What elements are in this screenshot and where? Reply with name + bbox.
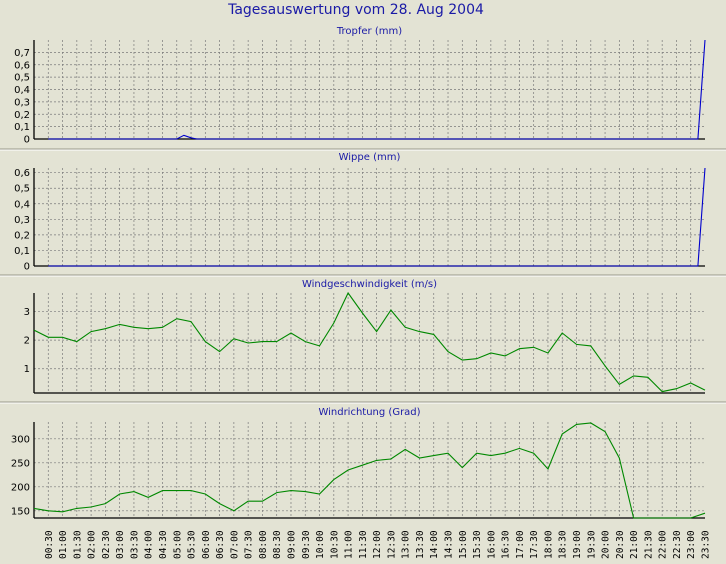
x-tick-label: 15:00 — [458, 530, 469, 559]
x-tick-label: 13:00 — [401, 530, 412, 559]
x-tick-label: 21:00 — [629, 530, 640, 559]
x-tick-label: 12:00 — [372, 530, 383, 559]
chart-panel: Windrichtung (Grad) 150 200 250 300 — [11, 407, 706, 519]
x-tick-label: 16:30 — [501, 530, 512, 559]
x-tick-label: 18:30 — [558, 530, 569, 559]
chart-panel: Tropfer (mm) 0 0,10,2 0,30,40,5 0,60,7 — [14, 26, 706, 146]
x-tick-label: 14:00 — [429, 530, 440, 559]
y-tick-label: 0,5 — [14, 73, 30, 84]
x-tick-label: 10:00 — [315, 530, 326, 559]
y-tick-label: 0 — [24, 135, 30, 146]
x-tick-label: 06:30 — [215, 530, 226, 559]
x-tick-label: 08:00 — [258, 530, 269, 559]
x-tick-label: 11:30 — [358, 530, 369, 559]
y-tick-label: 150 — [11, 506, 30, 517]
x-tick-label: 11:00 — [344, 530, 355, 559]
chart-panel: Wippe (mm) 0 0,1 0,2 0,3 0,4 0,5 0,6 — [14, 152, 706, 273]
y-tick-label: 0,1 — [14, 122, 30, 133]
x-tick-label: 03:00 — [115, 530, 126, 559]
x-tick-label: 13:30 — [415, 530, 426, 559]
x-tick-label: 22:00 — [658, 530, 669, 559]
y-tick-label: 0,4 — [14, 85, 30, 96]
x-tick-label: 07:00 — [229, 530, 240, 559]
y-tick-label: 300 — [11, 434, 30, 445]
y-tick-label: 0,2 — [14, 110, 30, 121]
series-line — [33, 422, 706, 519]
y-tick-label: 2 — [24, 336, 30, 347]
y-tick-label: 0,4 — [14, 199, 30, 210]
x-tick-label: 19:00 — [572, 530, 583, 559]
x-tick-label: 20:30 — [615, 530, 626, 559]
x-tick-label: 01:00 — [58, 530, 69, 559]
x-tick-label: 16:00 — [486, 530, 497, 559]
y-tick-label: 200 — [11, 482, 30, 493]
y-tick-label: 3 — [24, 307, 30, 318]
x-tick-label: 03:30 — [129, 530, 140, 559]
y-tick-label: 0,7 — [14, 48, 30, 59]
x-tick-label: 14:30 — [444, 530, 455, 559]
x-tick-label: 09:00 — [286, 530, 297, 559]
x-tick-label: 02:30 — [101, 530, 112, 559]
x-tick-label: 21:30 — [643, 530, 654, 559]
y-tick-label: 0,5 — [14, 184, 30, 195]
x-tick-label: 06:00 — [201, 530, 212, 559]
y-tick-label: 0,1 — [14, 246, 30, 257]
x-tick-label: 09:30 — [301, 530, 312, 559]
x-tick-label: 10:30 — [329, 530, 340, 559]
y-tick-label: 0,3 — [14, 97, 30, 108]
series-line — [48, 39, 706, 140]
series-line — [33, 291, 706, 393]
x-tick-label: 08:30 — [272, 530, 283, 559]
y-tick-label: 0,3 — [14, 215, 30, 226]
y-tick-label: 0,6 — [14, 168, 30, 179]
x-tick-label: 23:00 — [686, 530, 697, 559]
x-tick-label: 19:30 — [586, 530, 597, 559]
x-tick-label: 17:30 — [529, 530, 540, 559]
y-tick-label: 0,2 — [14, 230, 30, 241]
x-tick-label: 12:30 — [386, 530, 397, 559]
y-tick-label: 1 — [24, 364, 30, 375]
x-tick-label: 05:30 — [187, 530, 198, 559]
y-tick-label: 250 — [11, 458, 30, 469]
x-tick-label: 05:00 — [172, 530, 183, 559]
x-tick-label: 20:00 — [601, 530, 612, 559]
x-tick-label: 00:30 — [44, 530, 55, 559]
chart-panels: Tropfer (mm)00,10,20,30,40,50,60,7Wippe … — [0, 26, 726, 519]
x-tick-label: 17:00 — [515, 530, 526, 559]
panel-title: Windgeschwindigkeit (m/s) — [302, 279, 437, 290]
x-tick-label: 18:00 — [543, 530, 554, 559]
x-tick-label: 04:00 — [144, 530, 155, 559]
panel-title: Wippe (mm) — [339, 152, 401, 163]
y-tick-label: 0,6 — [14, 60, 30, 71]
chart-title: Tagesauswertung vom 28. Aug 2004 — [227, 2, 484, 18]
x-tick-label: 04:30 — [158, 530, 169, 559]
panel-title: Windrichtung (Grad) — [318, 407, 420, 418]
x-tick-label: 01:30 — [72, 530, 83, 559]
x-tick-label: 23:30 — [701, 530, 712, 559]
chart-panel: Windgeschwindigkeit (m/s) 1 2 3 — [24, 279, 706, 394]
y-tick-label: 0 — [24, 262, 30, 273]
time-axis: 00:30 01:00 01:30 02:00 02:30 03:00 03:30 04:00… — [44, 530, 712, 559]
x-tick-label: 02:00 — [87, 530, 98, 559]
series-line — [48, 167, 706, 267]
x-tick-label: 15:30 — [472, 530, 483, 559]
x-tick-label: 22:30 — [672, 530, 683, 559]
x-tick-label: 07:30 — [244, 530, 255, 559]
panel-title: Tropfer (mm) — [336, 26, 402, 37]
